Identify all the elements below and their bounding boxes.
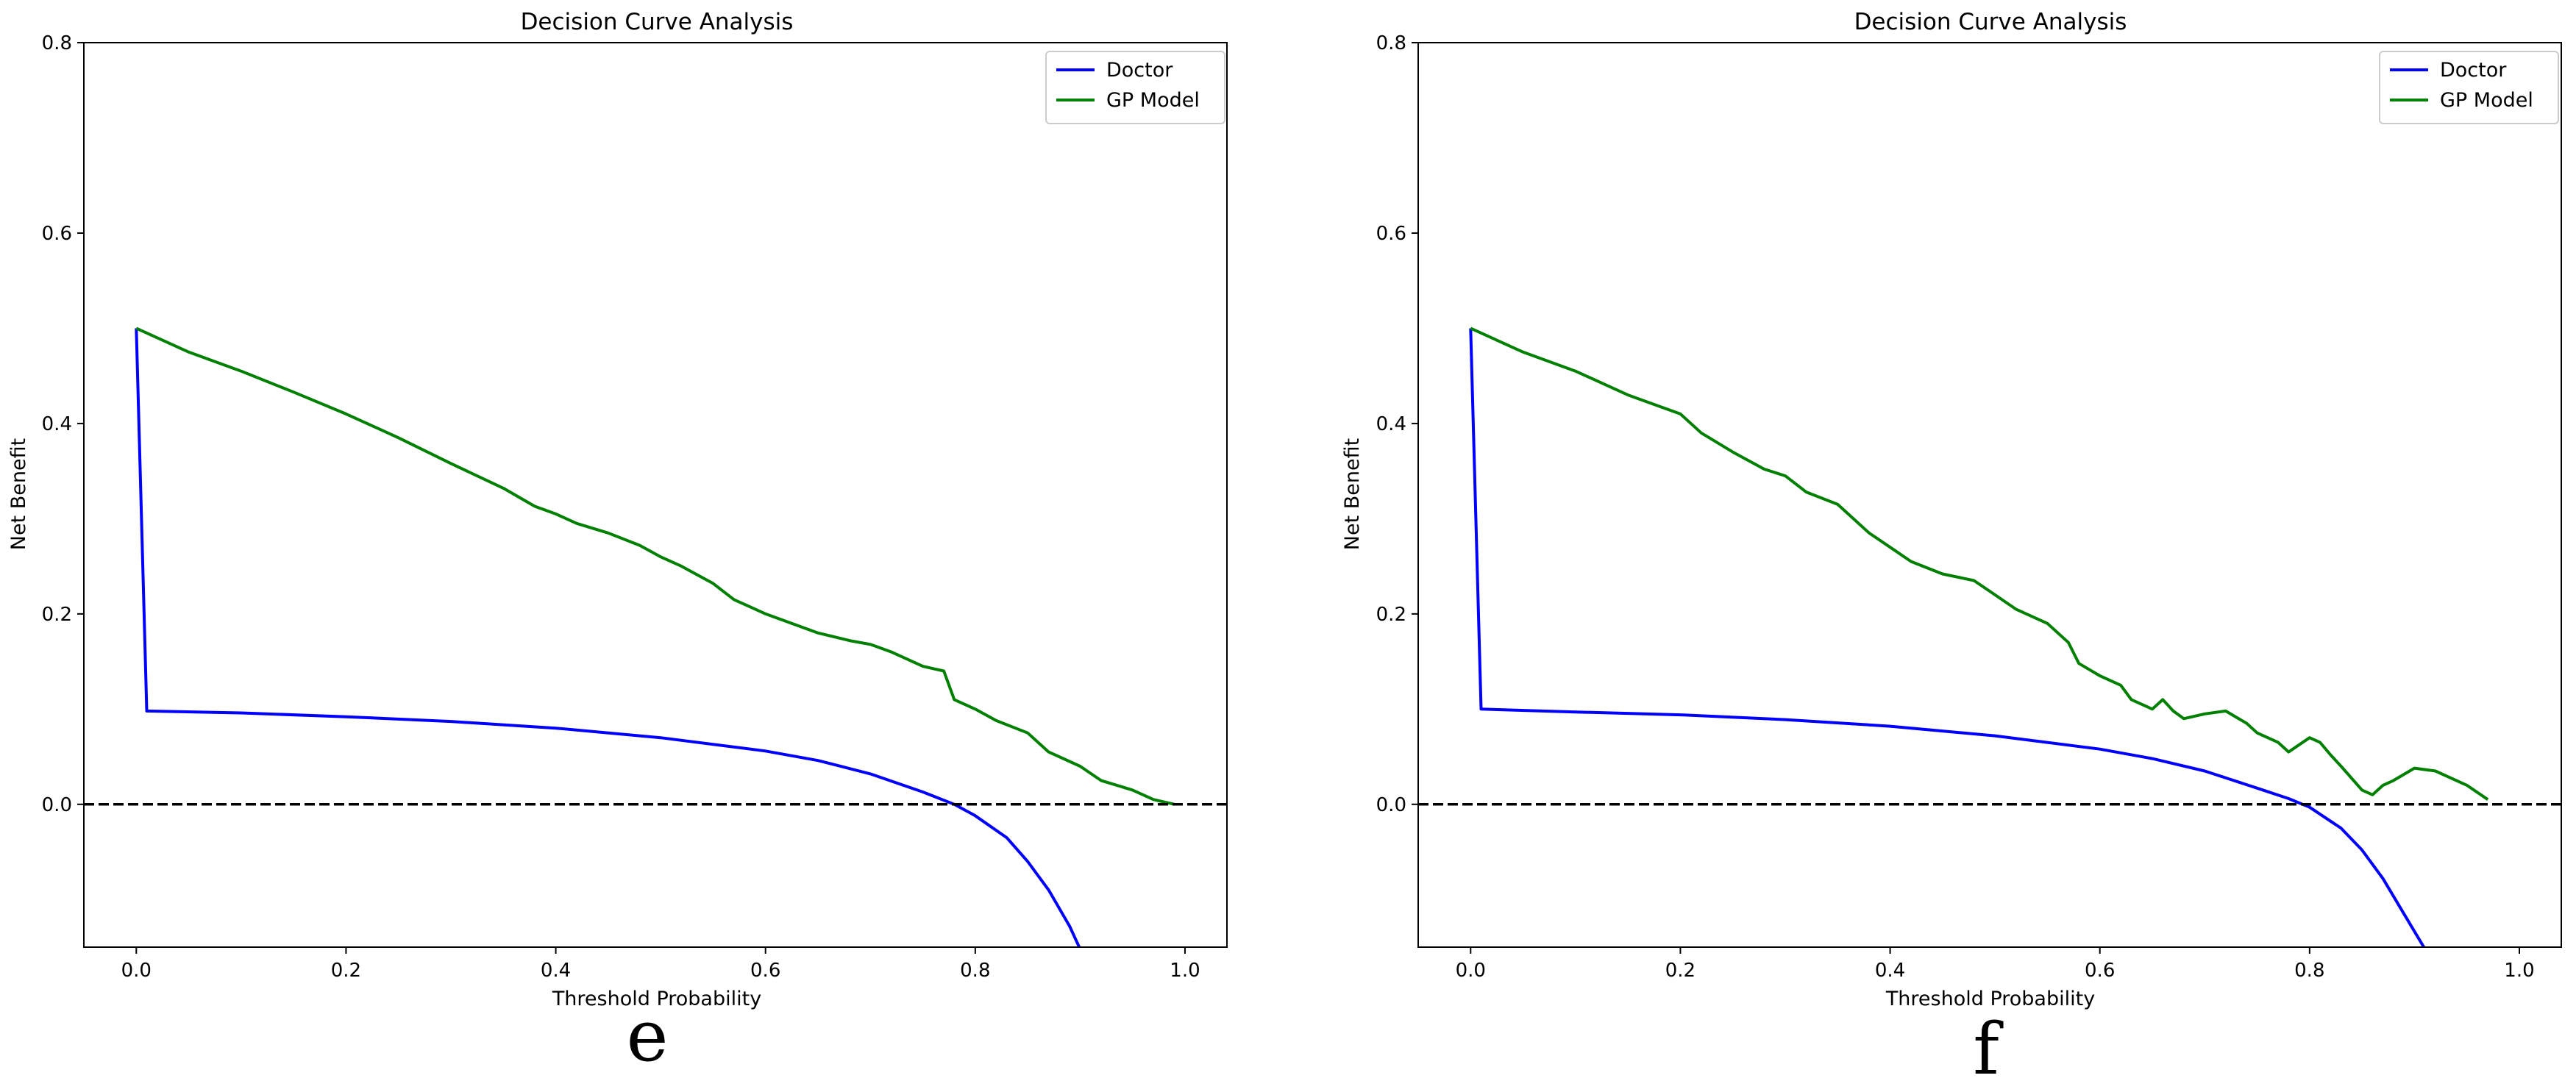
plot-lines xyxy=(1418,326,2561,947)
y-tick-label: 0.4 xyxy=(42,413,72,435)
chart-title: Decision Curve Analysis xyxy=(521,9,794,35)
axis-ticks xyxy=(1412,42,2520,954)
y-tick-label: 0.8 xyxy=(42,32,72,54)
plot-area-frame xyxy=(1417,42,2562,948)
series-line-doctor xyxy=(1469,328,2426,947)
y-tick-label: 0.0 xyxy=(42,794,72,816)
axis-tick-labels: 0.0 0.2 0.4 0.6 0.8 1.0 0.0 0.2 0.4 0.6 … xyxy=(1376,32,2535,982)
x-tick-label: 0.6 xyxy=(750,960,780,982)
legend-label-gp-model: GP Model xyxy=(2440,89,2533,112)
x-tick-label: 1.0 xyxy=(2504,960,2534,982)
plot-lines xyxy=(84,326,1227,947)
legend-label-gp-model: GP Model xyxy=(1106,89,1200,112)
y-tick-label: 0.8 xyxy=(1376,32,1406,54)
x-axis-label: Threshold Probability xyxy=(1885,988,2095,1010)
y-tick-label: 0.2 xyxy=(42,604,72,626)
legend: Doctor GP Model xyxy=(1045,51,1225,124)
panel-label: f xyxy=(1973,1008,2004,1091)
series-line-doctor xyxy=(135,328,1081,947)
x-tick-label: 0.4 xyxy=(1875,960,1905,982)
legend-label-doctor: Doctor xyxy=(1106,59,1173,82)
x-tick-label: 0.0 xyxy=(121,960,152,982)
legend-label-doctor: Doctor xyxy=(2440,59,2507,82)
y-tick-label: 0.6 xyxy=(1376,223,1406,245)
y-tick-label: 0.6 xyxy=(42,223,72,245)
y-tick-label: 0.2 xyxy=(1376,604,1406,626)
series-line-gp-model xyxy=(135,326,1175,806)
panel-label: e xyxy=(627,995,669,1077)
x-axis-label: Threshold Probability xyxy=(552,988,761,1010)
chart-panel-f: Decision Curve Analysis Net Benefit Thre… xyxy=(1341,9,2562,1091)
x-tick-label: 0.4 xyxy=(541,960,571,982)
plot-area-frame xyxy=(83,42,1228,948)
x-tick-label: 0.8 xyxy=(2294,960,2324,982)
chart-title: Decision Curve Analysis xyxy=(1854,9,2127,35)
axis-tick-labels: 0.0 0.2 0.4 0.6 0.8 1.0 0.0 0.2 0.4 0.6 … xyxy=(42,32,1200,982)
axis-ticks xyxy=(77,42,1186,954)
chart-panel-e: Decision Curve Analysis Net Benefit Thre… xyxy=(7,9,1228,1077)
x-tick-label: 0.0 xyxy=(1456,960,1486,982)
x-tick-label: 0.2 xyxy=(1665,960,1696,982)
x-tick-label: 1.0 xyxy=(1170,960,1200,982)
legend: Doctor GP Model xyxy=(2379,51,2559,124)
series-line-gp-model xyxy=(1470,326,2489,801)
y-tick-label: 0.4 xyxy=(1376,413,1406,435)
x-tick-label: 0.2 xyxy=(331,960,361,982)
x-tick-label: 0.6 xyxy=(2085,960,2115,982)
y-tick-label: 0.0 xyxy=(1376,794,1406,816)
y-axis-label: Net Benefit xyxy=(1341,438,1364,550)
y-axis-label: Net Benefit xyxy=(7,438,30,550)
x-tick-label: 0.8 xyxy=(960,960,990,982)
